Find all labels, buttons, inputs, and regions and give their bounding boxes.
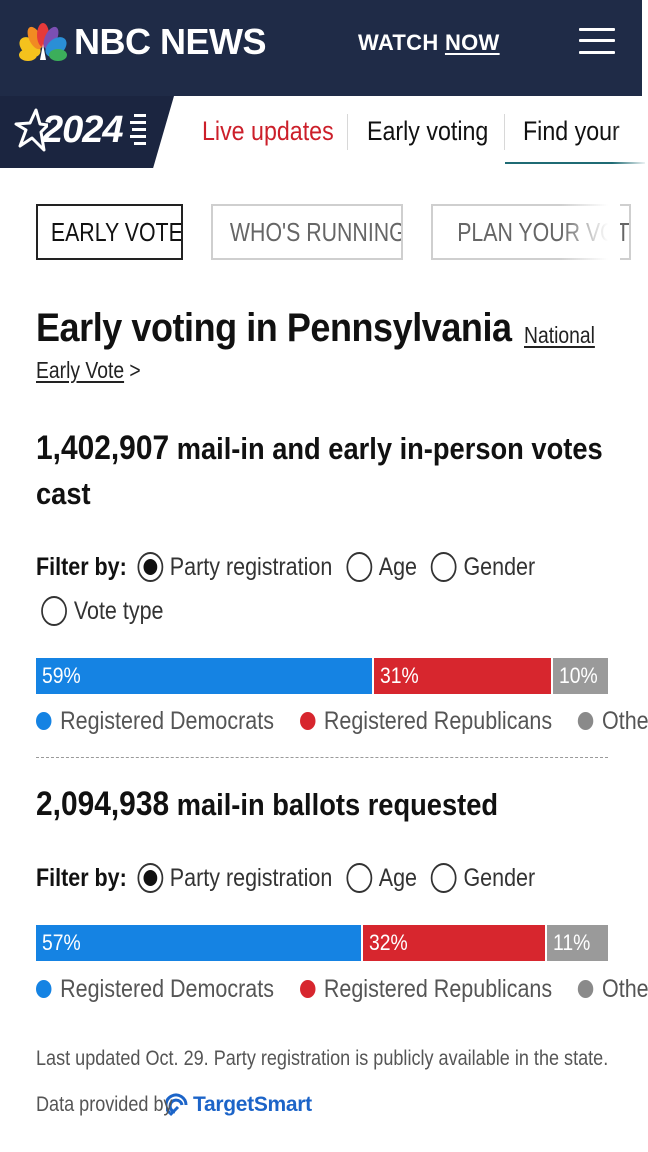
legend-dot-icon bbox=[577, 980, 594, 998]
stripes-icon bbox=[128, 114, 146, 148]
section-divider bbox=[36, 757, 608, 758]
mail-ballots-legend: Registered Democrats Registered Republic… bbox=[36, 972, 648, 1006]
last-updated-note: Last updated Oct. 29. Party registration… bbox=[36, 1047, 609, 1070]
early-votes-bar: 59% 31% 10% bbox=[36, 658, 608, 694]
national-link-text: Early Vote bbox=[36, 357, 125, 383]
tab-label: EARLY VOTE bbox=[50, 217, 183, 247]
election-nav: 2024 Live updates Early voting Find your bbox=[0, 96, 648, 168]
tabs-fade bbox=[560, 200, 620, 264]
radio-label: Party registration bbox=[169, 553, 333, 581]
legend-democrats: Registered Democrats bbox=[36, 972, 274, 1006]
radio-checked-icon bbox=[137, 863, 163, 893]
nbc-peacock-icon[interactable] bbox=[18, 22, 68, 62]
now-label: NOW bbox=[444, 30, 500, 55]
early-votes-heading: 1,402,907 mail-in and early in-person vo… bbox=[36, 426, 636, 516]
tab-label: WHO'S RUNNING bbox=[229, 217, 403, 247]
radio-unchecked-icon bbox=[346, 863, 372, 893]
targetsmart-icon bbox=[166, 1093, 188, 1117]
data-provider: Data provided by TargetSmart bbox=[36, 1090, 312, 1120]
filter-party-registration-radio[interactable]: Party registration bbox=[137, 549, 332, 585]
national-early-vote-link[interactable]: Early Vote > bbox=[36, 355, 141, 385]
watch-now-link[interactable]: WATCH NOW bbox=[358, 29, 500, 57]
filter-gender-radio[interactable]: Gender bbox=[430, 549, 536, 585]
nav-separator bbox=[504, 114, 505, 150]
provider-name: TargetSmart bbox=[193, 1093, 312, 1116]
radio-label: Age bbox=[378, 864, 418, 892]
radio-unchecked-icon bbox=[41, 596, 67, 626]
nav-find-your[interactable]: Find your bbox=[523, 116, 620, 146]
legend-dot-icon bbox=[299, 980, 316, 998]
legend-dot-icon bbox=[36, 980, 52, 998]
nav-live-updates[interactable]: Live updates bbox=[202, 116, 334, 146]
national-early-vote-link-top[interactable]: National bbox=[524, 322, 595, 348]
filter-vote-type-radio[interactable]: Vote type bbox=[41, 593, 163, 629]
filter-label: Filter by: bbox=[36, 864, 127, 892]
star-icon bbox=[14, 108, 48, 152]
legend-dot-icon bbox=[299, 712, 316, 730]
bar-segment-other: 10% bbox=[550, 658, 608, 694]
legend-republicans: Registered Republicans bbox=[299, 972, 552, 1006]
nav-fade bbox=[612, 96, 648, 168]
radio-label: Gender bbox=[463, 864, 536, 892]
page-title: Early voting in Pennsylvania bbox=[36, 306, 512, 350]
filter-age-radio[interactable]: Age bbox=[346, 860, 417, 896]
radio-unchecked-icon bbox=[430, 552, 457, 582]
filter-age-radio[interactable]: Age bbox=[346, 549, 417, 585]
mail-ballots-count: 2,094,938 bbox=[36, 785, 170, 823]
mail-ballots-filter: Filter by: Party registration Age Gender bbox=[36, 860, 632, 896]
bar-segment-democrats: 59% bbox=[36, 658, 373, 694]
early-votes-text: mail-in and early in-person votes cast bbox=[36, 431, 603, 511]
early-votes-filter-row2: Vote type bbox=[36, 593, 200, 629]
legend-other: Other bbox=[577, 704, 648, 738]
site-header: NBC NEWS WATCH NOW bbox=[0, 0, 642, 96]
early-votes-filter: Filter by: Party registration Age Gender bbox=[36, 549, 632, 585]
nav-separator bbox=[347, 114, 348, 150]
tab-early-vote[interactable]: EARLY VOTE bbox=[36, 204, 183, 260]
bar-segment-republicans: 31% bbox=[372, 658, 551, 694]
targetsmart-logo[interactable]: TargetSmart bbox=[166, 1093, 312, 1117]
election-2024-badge[interactable]: 2024 bbox=[0, 96, 174, 168]
nbc-news-wordmark[interactable]: NBC NEWS bbox=[74, 21, 267, 62]
bar-segment-other: 11% bbox=[545, 925, 608, 961]
nav-early-voting[interactable]: Early voting bbox=[367, 116, 489, 146]
filter-party-registration-radio[interactable]: Party registration bbox=[137, 860, 332, 896]
filter-gender-radio[interactable]: Gender bbox=[430, 860, 536, 896]
bar-segment-republicans: 32% bbox=[360, 925, 546, 961]
nav-active-indicator bbox=[505, 162, 645, 164]
radio-checked-icon bbox=[137, 552, 163, 582]
legend-democrats: Registered Democrats bbox=[36, 704, 274, 738]
radio-label: Age bbox=[378, 553, 418, 581]
radio-label: Party registration bbox=[169, 864, 333, 892]
radio-label: Gender bbox=[463, 553, 536, 581]
legend-dot-icon bbox=[577, 712, 594, 730]
mail-ballots-text: mail-in ballots requested bbox=[176, 787, 499, 822]
provided-by-label: Data provided by bbox=[36, 1093, 173, 1116]
radio-unchecked-icon bbox=[346, 552, 372, 582]
radio-unchecked-icon bbox=[430, 863, 457, 893]
hamburger-menu-icon[interactable] bbox=[579, 25, 615, 57]
tab-whos-running[interactable]: WHO'S RUNNING bbox=[211, 204, 403, 260]
watch-label: WATCH bbox=[358, 30, 439, 55]
mail-ballots-bar: 57% 32% 11% bbox=[36, 925, 608, 961]
filter-label: Filter by: bbox=[36, 553, 127, 581]
chevron-right-icon: > bbox=[129, 357, 141, 383]
badge-year: 2024 bbox=[42, 109, 124, 151]
early-votes-legend: Registered Democrats Registered Republic… bbox=[36, 704, 648, 738]
radio-label: Vote type bbox=[73, 597, 164, 625]
early-votes-count: 1,402,907 bbox=[36, 429, 170, 467]
mail-ballots-heading: 2,094,938 mail-in ballots requested bbox=[36, 782, 636, 827]
legend-other: Other bbox=[577, 972, 648, 1006]
legend-dot-icon bbox=[36, 712, 52, 730]
legend-republicans: Registered Republicans bbox=[299, 704, 552, 738]
bar-segment-democrats: 57% bbox=[36, 925, 361, 961]
